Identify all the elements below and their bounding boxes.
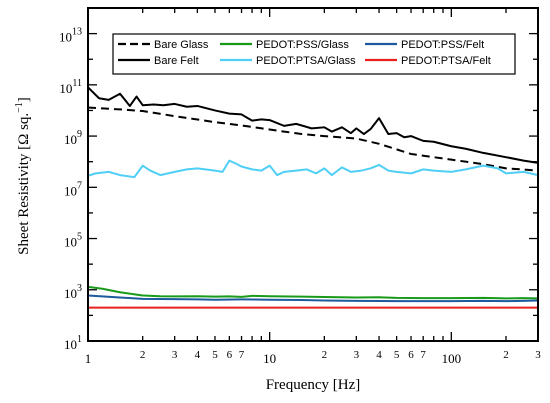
x-minor-tick-label: 3 bbox=[535, 349, 541, 361]
legend-label: PEDOT:PSS/Glass bbox=[256, 39, 349, 51]
x-minor-tick-label: 7 bbox=[420, 349, 426, 361]
x-minor-tick-label: 2 bbox=[140, 349, 146, 361]
series-line-1 bbox=[87, 86, 539, 164]
x-minor-tick-label: 2 bbox=[322, 349, 328, 361]
y-tick-label: 1013 bbox=[59, 27, 82, 45]
x-tick-label: 1 bbox=[85, 351, 92, 366]
x-minor-tick-label: 6 bbox=[408, 349, 414, 361]
series-line-2 bbox=[87, 285, 539, 300]
x-axis-title: Frequency [Hz] bbox=[266, 377, 361, 393]
y-tick-label: 107 bbox=[64, 180, 82, 198]
y-tick-label: 109 bbox=[64, 129, 82, 147]
legend-label: Bare Felt bbox=[154, 55, 199, 67]
plot-frame bbox=[87, 7, 539, 342]
x-tick-label: 10 bbox=[263, 351, 276, 366]
y-tick-label: 105 bbox=[64, 232, 82, 250]
x-minor-tick-label: 4 bbox=[195, 349, 201, 361]
x-minor-tick-label: 6 bbox=[227, 349, 233, 361]
series-line-3 bbox=[87, 294, 539, 303]
y-tick-label: 1011 bbox=[59, 78, 82, 96]
x-minor-tick-label: 7 bbox=[239, 349, 245, 361]
y-axis-title-exponent: −1 bbox=[14, 102, 25, 113]
x-minor-tick-label: 2 bbox=[503, 349, 509, 361]
x-minor-tick-label: 5 bbox=[212, 349, 218, 361]
svg-text:Sheet Resistivity [Ω sq.−1]: Sheet Resistivity [Ω sq.−1] bbox=[14, 97, 32, 255]
series-line-4 bbox=[87, 159, 539, 179]
x-minor-tick-label: 3 bbox=[172, 349, 178, 361]
y-tick-label: 103 bbox=[64, 283, 82, 301]
series-layer bbox=[87, 86, 539, 309]
x-tick-label: 100 bbox=[442, 351, 462, 366]
series-line-0 bbox=[87, 106, 539, 172]
legend-label: PEDOT:PTSA/Felt bbox=[401, 55, 491, 67]
legend-box bbox=[112, 33, 516, 75]
x-minor-tick-label: 4 bbox=[376, 349, 382, 361]
y-axis-title: Sheet Resistivity [Ω sq.−1] bbox=[14, 97, 32, 255]
x-minor-tick-label: 3 bbox=[354, 349, 360, 361]
y-axis-title-main: Sheet Resistivity [Ω sq. bbox=[16, 113, 32, 255]
legend-label: PEDOT:PSS/Felt bbox=[401, 39, 484, 51]
legend: Bare Glass PEDOT:PSS/Glass PEDOT:PSS/Felt B… bbox=[112, 33, 516, 75]
x-minor-tick-label: 5 bbox=[394, 349, 400, 361]
y-axis-title-close: ] bbox=[16, 97, 32, 102]
legend-label: Bare Glass bbox=[154, 39, 209, 51]
legend-label: PEDOT:PTSA/Glass bbox=[256, 55, 356, 67]
y-tick-label: 101 bbox=[64, 334, 82, 352]
